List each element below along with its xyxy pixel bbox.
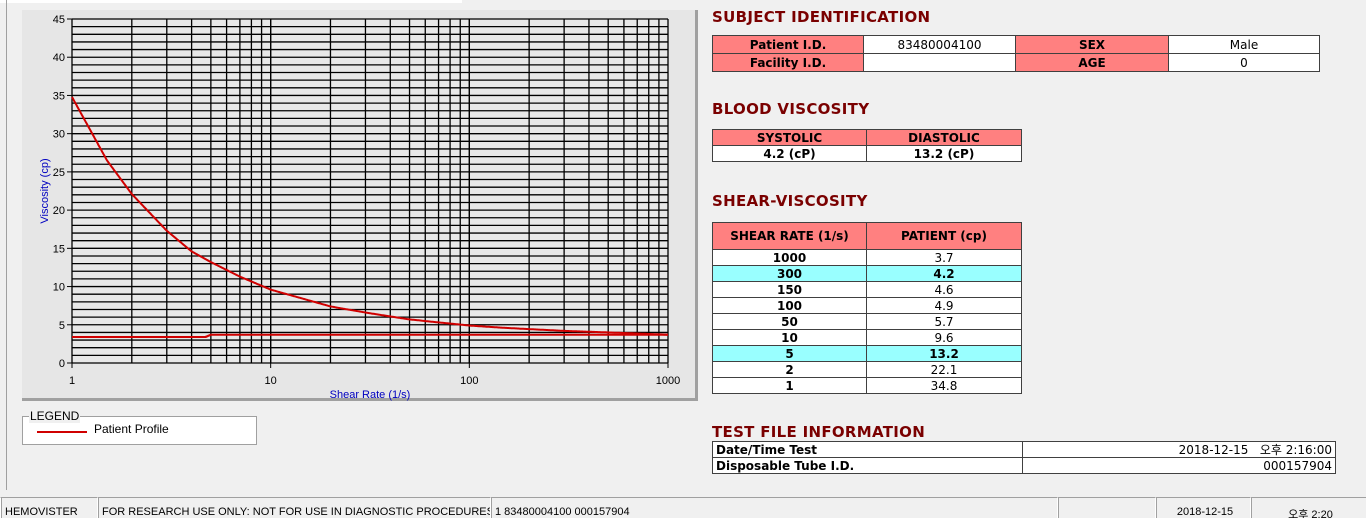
patient-header: PATIENT (cp) — [866, 222, 1022, 250]
x-axis-label: Shear Rate (1/s) — [330, 389, 411, 401]
legend: LEGEND Patient Profile — [22, 409, 257, 445]
table-row: 1 34.8 — [712, 377, 1022, 394]
table-row: 300 4.2 — [712, 265, 1022, 282]
age: 0 — [1168, 53, 1320, 72]
shear-rate-cell: 1000 — [712, 249, 867, 266]
y-tick-label: 10 — [53, 282, 65, 294]
subject-table: Patient I.D. 83480004100 SEX Male Facility … — [712, 35, 1320, 72]
systolic-label: SYSTOLIC — [712, 129, 867, 146]
shear-rate-cell: 50 — [712, 313, 867, 330]
test-file-table: Date/Time Test 2018-12-15 오후 2:16:00 Disp… — [712, 441, 1336, 474]
patient-id-label: Patient I.D. — [712, 35, 864, 54]
status-time: 오후 2:20 — [1250, 497, 1366, 518]
age-label: AGE — [1015, 53, 1169, 72]
plot-area — [72, 19, 668, 363]
patient-cell: 13.2 — [866, 345, 1022, 362]
shear-rate-cell: 2 — [712, 361, 867, 378]
shear-viscosity-table: SHEAR RATE (1/s) PATIENT (cp) 1000 3.7 300 4… — [712, 222, 1022, 394]
blood-viscosity-title: BLOOD VISCOSITY — [712, 100, 870, 118]
patient-cell: 5.7 — [866, 313, 1022, 330]
date-label: Date/Time Test — [712, 441, 1023, 458]
shear-rate-header: SHEAR RATE (1/s) — [712, 222, 867, 250]
facility-label: Facility I.D. — [712, 53, 864, 72]
shear-rate-cell: 150 — [712, 281, 867, 298]
table-row: 150 4.6 — [712, 281, 1022, 298]
series-line-1 — [72, 333, 669, 338]
table-row: 10 9.6 — [712, 329, 1022, 346]
patient-cell: 34.8 — [866, 377, 1022, 394]
x-tick-label: 1 — [69, 375, 75, 387]
top-edge — [0, 0, 462, 3]
y-tick-label: 15 — [53, 243, 65, 255]
tube-label: Disposable Tube I.D. — [712, 457, 1023, 474]
table-row: 100 4.9 — [712, 297, 1022, 314]
status-bar: HEMOVISTER FOR RESEARCH USE ONLY: NOT FO… — [0, 497, 1366, 518]
patient-cell: 22.1 — [866, 361, 1022, 378]
patient-cell: 4.2 — [866, 265, 1022, 282]
x-tick-label: 1000 — [656, 375, 680, 387]
shear-rate-cell: 100 — [712, 297, 867, 314]
legend-line-swatch — [37, 431, 87, 433]
viscosity-chart-panel: 0 5 10 15 20 25 30 35 40 45 1 10 100 1000 Shear Rate (… — [22, 10, 698, 401]
blood-viscosity-table: SYSTOLIC DIASTOLIC 4.2 (cP) 13.2 (cP) — [712, 129, 1022, 162]
shear-rate-cell: 10 — [712, 329, 867, 346]
status-app: HEMOVISTER — [0, 497, 97, 518]
divider — [6, 0, 7, 490]
diastolic-value: 13.2 (cP) — [866, 145, 1022, 162]
status-file: 1 83480004100 000157904 — [490, 497, 1057, 518]
patient-cell: 4.9 — [866, 297, 1022, 314]
y-tick-label: 25 — [53, 167, 65, 179]
table-row: 50 5.7 — [712, 313, 1022, 330]
tube-value: 000157904 — [1022, 457, 1336, 474]
series-line-0 — [71, 96, 669, 336]
y-tick-label: 20 — [53, 205, 65, 217]
x-tick-label: 10 — [265, 375, 277, 387]
patient-id: 83480004100 — [863, 35, 1016, 54]
status-empty — [1057, 497, 1155, 518]
status-date: 2018-12-15 — [1155, 497, 1250, 518]
y-tick-label: 35 — [53, 90, 65, 102]
test-file-title: TEST FILE INFORMATION — [712, 423, 926, 441]
table-row: 1000 3.7 — [712, 249, 1022, 266]
shear-viscosity-title: SHEAR-VISCOSITY — [712, 192, 868, 210]
y-tick-label: 5 — [59, 320, 65, 332]
subject-title: SUBJECT IDENTIFICATION — [712, 8, 931, 26]
patient-cell: 4.6 — [866, 281, 1022, 298]
facility-id — [863, 53, 1016, 72]
legend-title: LEGEND — [29, 409, 81, 423]
systolic-value: 4.2 (cP) — [712, 145, 867, 162]
patient-cell: 3.7 — [866, 249, 1022, 266]
x-tick-label: 100 — [460, 375, 478, 387]
y-tick-label: 40 — [53, 52, 65, 64]
viscosity-chart: 0 5 10 15 20 25 30 35 40 45 1 10 100 1000 Shear Rate (… — [39, 14, 680, 401]
shear-rate-cell: 5 — [712, 345, 867, 362]
diastolic-label: DIASTOLIC — [866, 129, 1022, 146]
patient-cell: 9.6 — [866, 329, 1022, 346]
shear-rate-cell: 300 — [712, 265, 867, 282]
sex-label: SEX — [1015, 35, 1169, 54]
table-row: 2 22.1 — [712, 361, 1022, 378]
y-tick-label: 45 — [53, 14, 65, 26]
y-tick-label: 30 — [53, 129, 65, 141]
y-tick-label: 0 — [59, 358, 65, 370]
shear-rate-cell: 1 — [712, 377, 867, 394]
table-row: 5 13.2 — [712, 345, 1022, 362]
date-value: 2018-12-15 오후 2:16:00 — [1022, 441, 1336, 458]
legend-label: Patient Profile — [94, 422, 169, 436]
status-disclaimer: FOR RESEARCH USE ONLY: NOT FOR USE IN DI… — [97, 497, 490, 518]
y-axis-label: Viscosity (cp) — [39, 158, 51, 223]
sex: Male — [1168, 35, 1320, 54]
